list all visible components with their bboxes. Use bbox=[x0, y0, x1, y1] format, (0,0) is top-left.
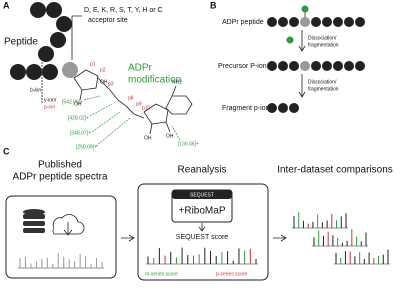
bead bbox=[333, 61, 343, 71]
state-label: Fragment p-ion bbox=[222, 105, 270, 112]
column-title: Published bbox=[38, 160, 82, 171]
bead bbox=[300, 17, 310, 27]
bead bbox=[289, 17, 299, 27]
bead bbox=[267, 61, 277, 71]
hydroxyl: OH bbox=[144, 135, 152, 141]
arrow bbox=[198, 223, 206, 232]
pointer bbox=[71, 15, 82, 60]
bead bbox=[278, 61, 288, 71]
state-label: Precursor P-ion bbox=[218, 63, 267, 70]
modification-label: ADPr bbox=[128, 63, 153, 74]
arrow bbox=[273, 234, 287, 242]
bead bbox=[289, 61, 299, 71]
spectrum bbox=[146, 247, 258, 265]
m-series-label: m-series score bbox=[145, 271, 178, 277]
state-label: ADPr peptide bbox=[222, 19, 264, 26]
released-adpr bbox=[286, 36, 294, 44]
bead bbox=[267, 17, 277, 27]
bead bbox=[267, 103, 277, 113]
fragment-mass: [136.06]+ bbox=[178, 141, 199, 147]
adpr-structure bbox=[73, 69, 193, 135]
acceptor-site: acceptor site bbox=[88, 17, 128, 24]
bead bbox=[311, 17, 321, 27]
fragment-mass: [542.06]+ bbox=[62, 99, 83, 105]
bead bbox=[311, 61, 321, 71]
step-arrows bbox=[298, 30, 306, 98]
panel-letter: B bbox=[210, 0, 217, 10]
bead bbox=[355, 61, 365, 71]
acceptor-residues: D, E, K, R, S, T, Y, H or C bbox=[84, 7, 163, 14]
amine: NH2 bbox=[172, 79, 182, 85]
column-title: Reanalysis bbox=[178, 165, 227, 176]
spectra-stack bbox=[292, 212, 390, 265]
cleavage-label: p10 bbox=[142, 105, 151, 111]
box bbox=[5, 195, 117, 279]
bead bbox=[355, 17, 365, 27]
bead-rows bbox=[267, 5, 365, 113]
bead bbox=[289, 103, 299, 113]
cleavage-label: p2 bbox=[100, 67, 106, 73]
y-ion: y-ion/ bbox=[44, 97, 57, 103]
hydroxyl: OH bbox=[100, 79, 108, 85]
download-icon bbox=[63, 222, 73, 236]
step-label: fragmentation bbox=[308, 42, 339, 48]
adpr bbox=[301, 5, 309, 13]
bead bbox=[344, 61, 354, 71]
step-label: Dissociation/ bbox=[308, 79, 337, 85]
fragment-lines bbox=[83, 95, 181, 147]
bead bbox=[344, 17, 354, 27]
fragment-mass: [348.07]+ bbox=[70, 130, 91, 136]
fragment-mass: [250.09]+ bbox=[76, 144, 97, 150]
bead bbox=[300, 61, 310, 71]
p-series-label: p-series score bbox=[216, 271, 248, 277]
bead bbox=[278, 17, 288, 27]
spectrum bbox=[18, 252, 104, 269]
peptide-chain bbox=[10, 2, 78, 80]
bead bbox=[322, 17, 332, 27]
panel-letter: C bbox=[3, 146, 10, 156]
p-ion: p-ion bbox=[44, 104, 55, 110]
step-label: fragmentation bbox=[308, 86, 339, 92]
software-name: SEQUEST bbox=[190, 192, 214, 198]
cleavage-label: p9 bbox=[136, 101, 142, 107]
cleavage-label: p8 bbox=[128, 95, 134, 101]
software-header bbox=[172, 190, 232, 199]
box bbox=[137, 183, 269, 281]
bead bbox=[322, 61, 332, 71]
database-icon bbox=[23, 209, 45, 233]
bead bbox=[278, 103, 288, 113]
cleavage-label: p1 bbox=[90, 61, 96, 67]
column-title: Inter-dataset comparisons bbox=[277, 165, 393, 176]
plugin-name: +RiboMaP bbox=[179, 206, 226, 217]
bead bbox=[333, 17, 343, 27]
hydroxyl: OH bbox=[166, 133, 174, 139]
modification-label: modification bbox=[128, 75, 181, 86]
score-label: SEQUEST score bbox=[176, 234, 228, 241]
cleavage-labels: p1 p2 p3 p8 p9 p10 bbox=[90, 61, 151, 111]
cleavage-label: p3 bbox=[108, 81, 114, 87]
column-title: ADPr peptide spectra bbox=[12, 172, 107, 183]
panel-letter: A bbox=[3, 0, 10, 10]
b-ion: b-ion bbox=[30, 87, 41, 93]
arrow bbox=[121, 234, 135, 242]
step-label: Dissociation/ bbox=[308, 35, 337, 41]
peptide-label: Peptide bbox=[4, 37, 38, 48]
cloud-icon bbox=[52, 214, 85, 235]
hydroxyl: OH bbox=[74, 101, 82, 107]
fragment-mass: [428.02]+ bbox=[68, 115, 89, 121]
